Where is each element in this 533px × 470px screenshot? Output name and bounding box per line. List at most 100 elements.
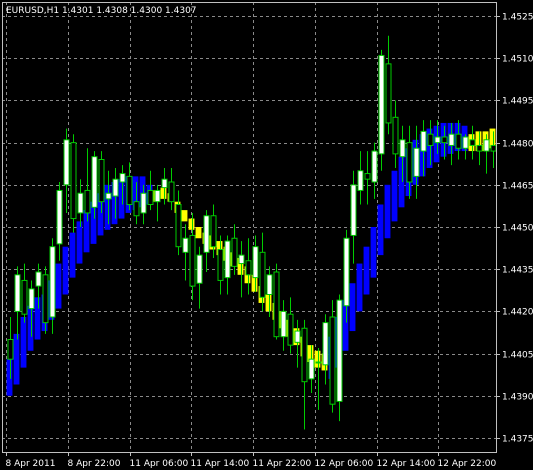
x-tick-label: 12 Apr 14:00: [377, 459, 436, 469]
indicator-bar: [188, 218, 195, 230]
candle-body: [343, 237, 350, 307]
indicator-bar: [377, 204, 384, 256]
x-tick-label: 11 Apr 14:00: [191, 459, 250, 469]
candle-body: [455, 133, 462, 149]
candle-body: [210, 215, 217, 248]
y-tick-label: 1.4510: [502, 55, 533, 65]
candle-body: [182, 237, 189, 253]
candle-body: [7, 339, 14, 360]
y-tick-label: 1.4450: [502, 224, 533, 234]
candle-body: [147, 189, 154, 205]
candle-body: [357, 170, 364, 191]
y-tick-label: 1.4405: [502, 351, 533, 361]
indicator-bar: [426, 128, 433, 168]
indicator-bar: [251, 274, 258, 292]
candle-body: [175, 204, 182, 248]
candle-body: [161, 178, 168, 189]
candle-body: [252, 246, 259, 279]
y-tick-label: 1.4420: [502, 308, 533, 318]
indicator-bar: [314, 350, 321, 368]
candle-body: [266, 274, 273, 295]
x-tick-label: 11 Apr 06:00: [130, 459, 189, 469]
candle-body: [315, 361, 322, 364]
candle-body: [434, 136, 441, 144]
candle-body: [427, 133, 434, 146]
indicator-bar: [62, 246, 69, 295]
indicator-bar: [55, 263, 62, 309]
candle-body: [231, 237, 238, 267]
indicator-bar: [97, 193, 104, 236]
axes: [2, 2, 500, 456]
candle-body: [469, 139, 476, 146]
candle-body: [287, 313, 294, 346]
candle-body: [301, 327, 308, 383]
indicator-bar: [419, 134, 426, 177]
x-axis-labels: 8 Apr 2011 8 Apr 22:00 11 Apr 06:00 11 Apr …: [6, 459, 497, 469]
candle-body: [385, 63, 392, 124]
indicator-bar: [475, 131, 482, 152]
x-tick-label: 8 Apr 22:00: [68, 459, 121, 469]
candle-body: [462, 136, 469, 149]
y-tick-label: 1.4465: [502, 182, 533, 192]
indicator-bar: [69, 232, 76, 278]
candle-body: [224, 240, 231, 279]
x-tick-label: 11 Apr 22:00: [253, 459, 312, 469]
candle-body: [364, 173, 371, 180]
indicator-bar: [104, 184, 111, 230]
candle-body: [119, 173, 126, 183]
candle-body: [273, 271, 280, 338]
indicator-bar: [391, 170, 398, 222]
indicator-bar: [363, 246, 370, 295]
candle-body: [413, 147, 420, 177]
candle-body: [196, 254, 203, 284]
candle-body: [350, 184, 357, 236]
candle-body: [420, 130, 427, 152]
candle-body: [336, 299, 343, 402]
candle-body: [259, 251, 266, 298]
candle-body: [133, 201, 140, 217]
candle-body: [392, 116, 399, 155]
indicator-bar: [398, 156, 405, 208]
indicator-bar: [20, 317, 27, 368]
candle-body: [42, 274, 49, 324]
indicator-bar: [6, 359, 13, 396]
candle-body: [280, 310, 287, 338]
candle-body: [105, 192, 112, 200]
indicator-bar: [27, 305, 34, 351]
candle-body: [483, 139, 490, 152]
candle-body: [112, 178, 119, 197]
indicator-bar: [356, 263, 363, 312]
candle-body: [399, 139, 406, 158]
candle-body: [63, 139, 70, 186]
indicator-bar: [195, 227, 202, 239]
candle-body: [14, 274, 21, 312]
candle-body: [329, 316, 336, 405]
candle-body: [140, 192, 147, 214]
y-tick-label: 1.4435: [502, 266, 533, 276]
indicator-bar: [237, 257, 244, 275]
candle-body: [203, 215, 210, 253]
indicator-bar: [265, 294, 272, 312]
indicator-bar: [216, 241, 223, 256]
indicator-bar: [132, 176, 139, 211]
candle-body: [126, 175, 133, 205]
indicator-bar: [13, 333, 20, 385]
price-series: [7, 35, 497, 430]
indicator-bar: [181, 210, 188, 222]
candle-body: [28, 288, 35, 310]
y-tick-label: 1.4480: [502, 140, 533, 150]
candle-body: [378, 54, 385, 155]
candle-body: [49, 246, 56, 318]
indicator-bar: [83, 210, 90, 253]
x-tick-label: 12 Apr 22:00: [438, 459, 497, 469]
candle-body: [406, 142, 413, 183]
candle-body: [56, 189, 63, 245]
candle-body: [84, 189, 91, 214]
y-tick-label: 1.4495: [502, 97, 533, 107]
indicator-bar: [90, 201, 97, 244]
indicator-bar: [370, 227, 377, 278]
candle-body: [77, 192, 84, 214]
candle-body: [70, 142, 77, 220]
y-tick-label: 1.4375: [502, 435, 533, 445]
